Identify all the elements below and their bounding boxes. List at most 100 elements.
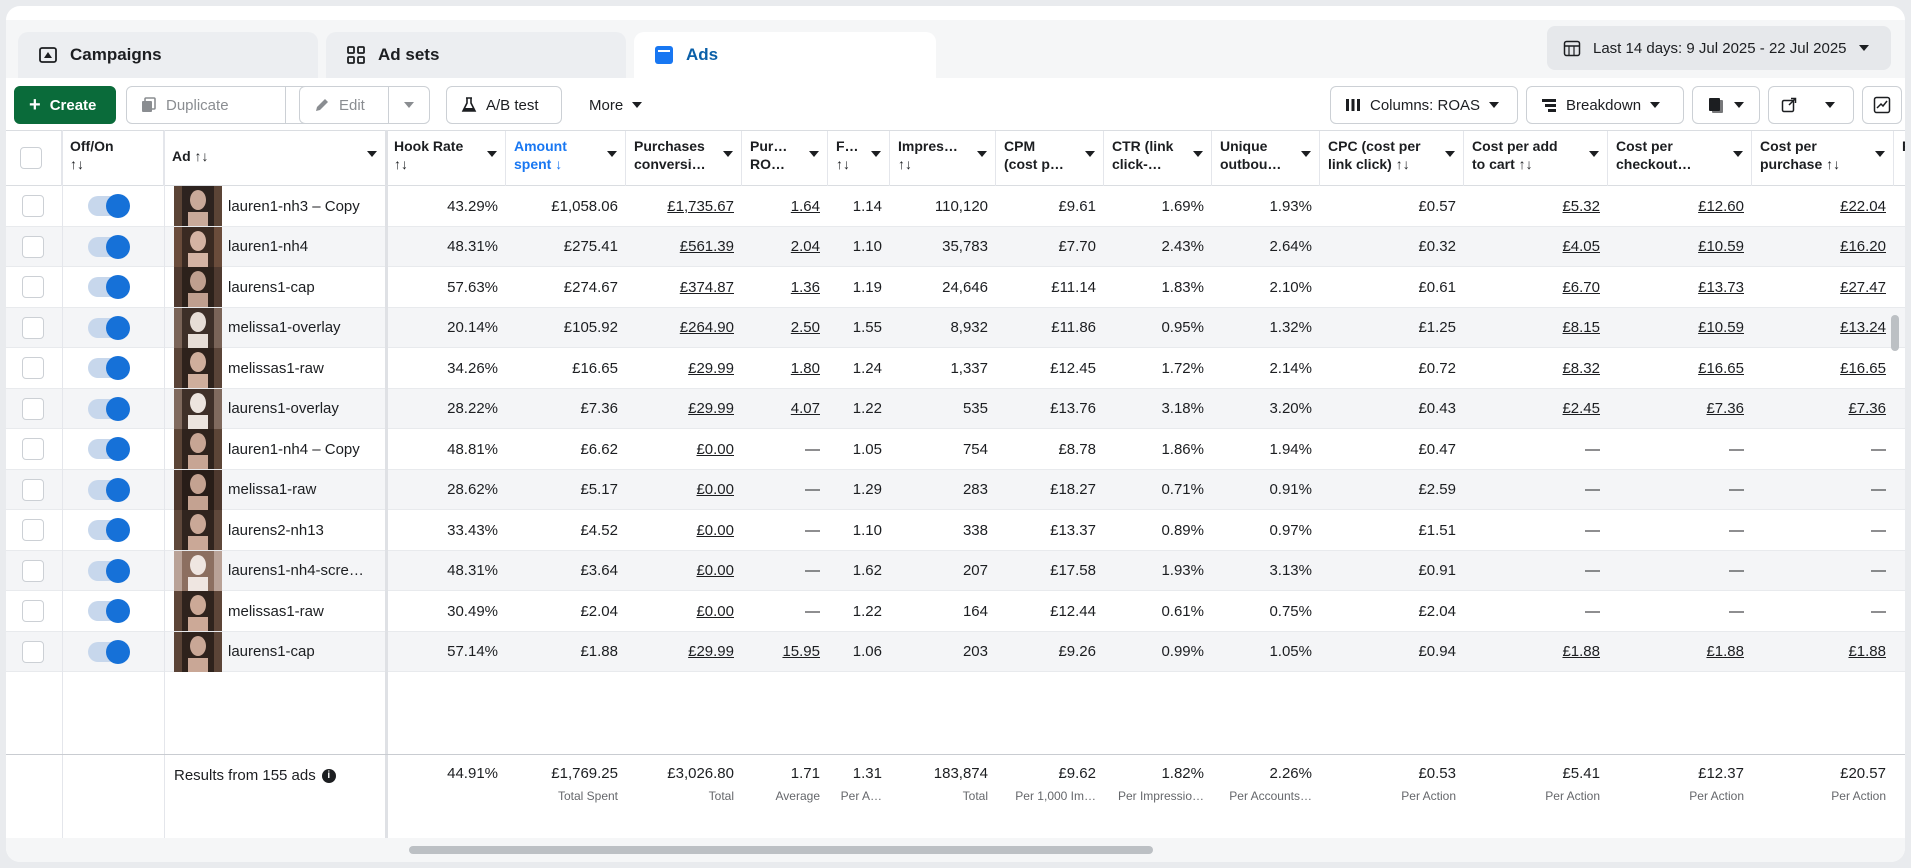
cell-checkout[interactable]: £12.60 — [1698, 197, 1744, 215]
table-row[interactable]: laurens1-nh4-scre… 48.31% £3.64 £0.00 — 1.62 2… — [6, 550, 1905, 591]
row-checkbox[interactable] — [22, 195, 44, 217]
table-row[interactable]: melissa1-overlay 20.14% £105.92 £264.90 2.50… — [6, 307, 1905, 348]
ad-thumbnail[interactable] — [174, 469, 222, 510]
cell-cart[interactable]: £2.45 — [1562, 400, 1600, 417]
cell-purch[interactable]: £0.00 — [696, 481, 734, 498]
info-icon[interactable]: i — [321, 768, 336, 783]
ad-toggle[interactable] — [88, 518, 130, 542]
cell-purch[interactable]: £0.00 — [696, 440, 734, 458]
row-checkbox[interactable] — [22, 559, 44, 582]
cell-cpp[interactable]: £16.20 — [1840, 238, 1886, 255]
table-row[interactable]: melissas1-raw 34.26% £16.65 £29.99 1.80 1.24 1… — [6, 348, 1905, 389]
vertical-scrollbar[interactable] — [1891, 315, 1899, 351]
ad-toggle[interactable] — [88, 315, 130, 340]
cell-cpp[interactable]: £27.47 — [1840, 278, 1886, 296]
tab-ads[interactable]: Ads — [634, 32, 936, 78]
ad-thumbnail[interactable] — [174, 226, 222, 267]
cell-purch[interactable]: £561.39 — [679, 238, 734, 255]
row-checkbox[interactable] — [22, 600, 44, 622]
table-row[interactable]: laurens1-overlay 28.22% £7.36 £29.99 4.07 1.2… — [6, 388, 1905, 429]
row-checkbox[interactable] — [22, 519, 44, 541]
columns-button[interactable]: Columns: ROAS — [1330, 86, 1518, 124]
header-unique-outbound[interactable]: Unique outbou… — [1212, 131, 1320, 186]
breakdown-button[interactable]: Breakdown — [1526, 86, 1684, 124]
row-checkbox[interactable] — [22, 397, 44, 420]
ad-name-link[interactable]: melissas1-raw — [228, 359, 324, 377]
cell-cart[interactable]: £8.15 — [1562, 319, 1600, 336]
header-cost-add-to-cart[interactable]: Cost per add to cart ↑↓ — [1464, 131, 1608, 186]
select-all-checkbox[interactable] — [20, 147, 42, 169]
cell-cpp[interactable]: £13.24 — [1840, 319, 1886, 336]
ad-toggle[interactable] — [88, 396, 130, 421]
ad-thumbnail[interactable] — [174, 550, 222, 591]
row-checkbox[interactable] — [22, 438, 44, 460]
cell-purch[interactable]: £29.99 — [688, 359, 734, 377]
cell-checkout[interactable]: £1.88 — [1706, 643, 1744, 660]
table-row[interactable]: melissa1-raw 28.62% £5.17 £0.00 — 1.29 283 £18.… — [6, 469, 1905, 510]
cell-purch[interactable]: £264.90 — [679, 319, 734, 336]
ad-name-link[interactable]: lauren1-nh4 – Copy — [228, 440, 360, 458]
cell-purch[interactable]: £29.99 — [688, 643, 734, 660]
ad-toggle[interactable] — [88, 477, 130, 502]
ad-name-link[interactable]: lauren1-nh3 – Copy — [228, 197, 360, 215]
header-purchases[interactable]: Purchases conversi… — [626, 131, 742, 186]
duplicate-button[interactable]: Duplicate — [126, 86, 286, 124]
cell-purch[interactable]: £0.00 — [696, 602, 734, 620]
header-offon[interactable]: Off/On ↑↓ — [62, 131, 164, 186]
cell-checkout[interactable]: £10.59 — [1698, 238, 1744, 255]
header-ctr[interactable]: CTR (link click-… — [1104, 131, 1212, 186]
horizontal-scrollbar[interactable] — [409, 846, 1153, 854]
ad-thumbnail[interactable] — [174, 429, 222, 469]
edit-button[interactable]: Edit — [299, 86, 389, 124]
cell-roas[interactable]: 1.80 — [790, 359, 820, 377]
cell-cart[interactable]: £8.32 — [1562, 359, 1600, 377]
row-checkbox[interactable] — [22, 478, 44, 501]
table-row[interactable]: lauren1-nh4 – Copy 48.81% £6.62 £0.00 — 1.05 7… — [6, 429, 1905, 470]
ad-name-link[interactable]: melissa1-overlay — [228, 319, 341, 336]
ad-thumbnail[interactable] — [174, 307, 222, 348]
cell-checkout[interactable]: £10.59 — [1698, 319, 1744, 336]
ad-name-link[interactable]: laurens1-overlay — [228, 400, 339, 417]
row-checkbox[interactable] — [22, 640, 44, 663]
ad-toggle[interactable] — [88, 275, 130, 299]
ad-thumbnail[interactable] — [174, 510, 222, 550]
ad-name-link[interactable]: laurens2-nh13 — [228, 521, 324, 539]
ad-toggle[interactable] — [88, 558, 130, 583]
tab-campaigns[interactable]: Campaigns — [18, 32, 318, 78]
cell-cpp[interactable]: £22.04 — [1840, 197, 1886, 215]
ad-name-link[interactable]: melissas1-raw — [228, 602, 324, 620]
ad-thumbnail[interactable] — [174, 631, 222, 672]
cell-cpp[interactable]: £1.88 — [1848, 643, 1886, 660]
tab-ad-sets[interactable]: Ad sets — [326, 32, 626, 78]
table-row[interactable]: melissas1-raw 30.49% £2.04 £0.00 — 1.22 164 £12… — [6, 591, 1905, 632]
cell-cart[interactable]: £5.32 — [1562, 197, 1600, 215]
ab-test-button[interactable]: A/B test — [446, 86, 562, 124]
cell-roas[interactable]: 1.36 — [790, 278, 820, 296]
ad-toggle[interactable] — [88, 356, 130, 380]
export-button[interactable] — [1768, 86, 1854, 124]
row-checkbox[interactable] — [22, 276, 44, 298]
cell-purch[interactable]: £29.99 — [688, 400, 734, 417]
cell-purch[interactable]: £0.00 — [696, 562, 734, 579]
ad-thumbnail[interactable] — [174, 388, 222, 429]
ad-name-link[interactable]: laurens1-nh4-scre… — [228, 562, 364, 579]
header-impressions[interactable]: Impres… ↑↓ — [890, 131, 996, 186]
cell-cart[interactable]: £1.88 — [1562, 643, 1600, 660]
cell-cpp[interactable]: £7.36 — [1848, 400, 1886, 417]
row-checkbox[interactable] — [22, 357, 44, 379]
cell-roas[interactable]: 4.07 — [790, 400, 820, 417]
table-row[interactable]: lauren1-nh3 – Copy 43.29% £1,058.06 £1,735.… — [6, 186, 1905, 227]
ad-toggle[interactable] — [88, 599, 130, 623]
cell-roas[interactable]: 2.04 — [790, 238, 820, 255]
create-button[interactable]: + Create — [14, 86, 116, 124]
cell-checkout[interactable]: £7.36 — [1706, 400, 1744, 417]
header-amount-spent[interactable]: Amount spent ↓ — [506, 131, 626, 186]
table-row[interactable]: laurens1-cap 57.63% £274.67 £374.87 1.36 1.19… — [6, 267, 1905, 308]
ad-thumbnail[interactable] — [174, 186, 222, 226]
cell-purch[interactable]: £0.00 — [696, 521, 734, 539]
ad-name-link[interactable]: lauren1-nh4 — [228, 238, 309, 255]
cell-checkout[interactable]: £13.73 — [1698, 278, 1744, 296]
edit-dropdown[interactable] — [388, 86, 430, 124]
cell-cart[interactable]: £6.70 — [1562, 278, 1600, 296]
cell-cpp[interactable]: £16.65 — [1840, 359, 1886, 377]
